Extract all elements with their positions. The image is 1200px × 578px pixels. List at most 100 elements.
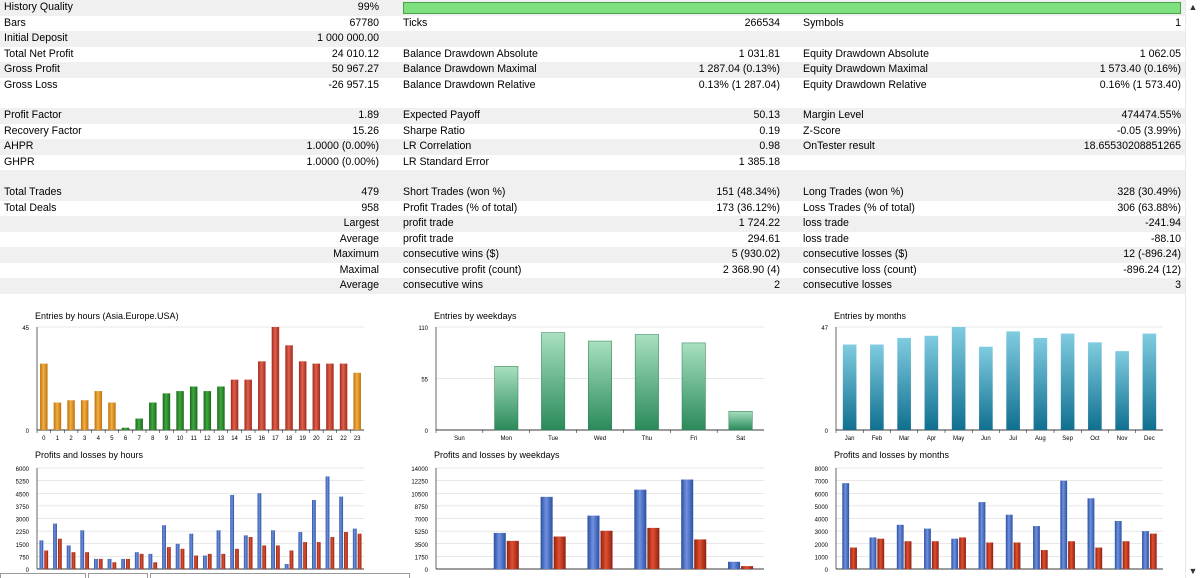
tab[interactable] [88,573,148,578]
row-label: GHPR [4,155,35,168]
profit-bar [202,555,207,569]
loss-bar [1013,542,1021,569]
row-value: 1 031.81 [738,47,780,60]
profit-bar [121,558,126,569]
profit-bar [162,525,166,569]
profit-bar [587,515,600,569]
row-label: Equity Drawdown Relative [803,78,927,91]
row-value: 1 573.40 (0.16%) [1099,63,1181,75]
loss-bar [647,527,660,569]
y-tick-label: 10500 [411,492,428,498]
x-tick-label: 4 [97,436,101,442]
loss-bar [139,553,144,569]
spacer-row [0,93,1185,108]
stats-row: AHPR 1.0000 (0.00%) LR Correlation 0.98 OnTe… [0,139,1185,155]
x-tick-label: Jan [845,436,855,442]
stats-row: Largest profit trade 1 724.22 loss trade -24… [0,216,1185,232]
profit-bar [842,483,850,569]
x-tick-label: 1 [56,436,60,442]
bar [541,332,566,431]
row-label: AHPR [4,140,34,152]
profit-bar [1060,480,1068,569]
stats-row: Total Net Profit 24 010.12 Balance Drawdow… [0,47,1185,63]
row-label: Profit Trades (% of total) [403,201,518,214]
row-value: -26 957.15 [328,78,379,91]
x-tick-label: Sep [1062,436,1073,442]
chart-title: Entries by hours (Asia.Europe.USA) [35,311,179,321]
profit-bar [230,494,235,569]
row-value: 328 (30.49%) [1117,186,1181,198]
row-label: consecutive losses [803,279,892,291]
profit-bar [924,528,931,569]
scroll-up-icon[interactable]: ▲ [1188,2,1198,12]
row-value: 173 (36.12%) [716,201,780,214]
x-tick-label: Jun [981,436,991,442]
y-tick-label: 0 [825,568,829,574]
stats-row: Profit Factor 1.89 Expected Payoff 50.13 Mar… [0,108,1185,124]
row-label: Loss Trades (% of total) [803,201,915,214]
chart-title: Profits and losses by months [834,450,950,460]
x-tick-label: Nov [1117,436,1128,442]
stats-row: Total Trades 479 Short Trades (won %) 151 (… [0,185,1185,201]
stats-row: Bars 67780 Ticks 266534 Symbols 1 [0,16,1185,32]
loss-bar [262,545,267,569]
profit-bar [951,538,959,569]
chart-title: Entries by months [834,311,907,321]
scroll-down-icon[interactable]: ▼ [1188,566,1198,576]
row-value: 3 [1175,279,1181,291]
profit-bar [869,537,877,569]
profit-bar [311,499,316,569]
vertical-scrollbar[interactable]: ▲ ▼ [1185,0,1200,578]
profit-bar [493,532,506,569]
row-value: 1 724.22 [738,217,780,229]
x-tick-label: 11 [191,436,198,442]
row-value: 1.0000 (0.00%) [306,140,379,152]
tab[interactable] [150,573,410,578]
stats-row: Average consecutive wins 2 consecutive loss… [0,278,1185,294]
bar [149,402,157,430]
profit-bar [1114,521,1122,569]
history-quality-row: History Quality 99% [0,0,1185,16]
bar [258,361,266,430]
profit-bar [80,530,85,569]
x-tick-label: 8 [151,436,155,442]
history-quality-label: History Quality [4,1,73,13]
bar [842,344,857,430]
profit-bar [175,543,180,569]
x-tick-label: 6 [124,436,128,442]
loss-bar [344,531,348,569]
bar [870,344,884,430]
bar [80,400,89,430]
x-tick-label: Mar [899,436,909,442]
bar [217,386,225,430]
profit-bar [271,530,275,569]
x-tick-label: 2 [69,436,73,442]
loss-bar [959,537,966,569]
row-label: profit trade [403,217,454,229]
row-value: 2 [774,279,780,291]
row-value: 2 368.90 (4) [722,263,780,276]
tab[interactable] [0,573,86,578]
row-label: Margin Level [803,109,864,121]
row-value: 50 967.27 [331,63,379,75]
loss-bar [357,533,362,569]
bar [634,334,659,431]
row-value: 1 385.18 [738,155,780,168]
loss-bar [221,553,226,569]
row-value: 294.61 [747,232,780,245]
row-label: OnTester result [803,140,875,152]
x-tick-label: Mon [500,436,512,442]
y-tick-label: 47 [821,326,828,332]
loss-bar [98,558,103,569]
loss-bar [600,530,613,569]
row-label: loss trade [803,232,849,245]
x-tick-label: 3 [83,436,87,442]
bar [244,379,252,430]
loss-bar [166,547,171,569]
x-tick-label: 23 [354,436,361,442]
profit-bar [39,540,44,569]
row-label: Long Trades (won %) [803,186,904,198]
row-value [981,155,1181,171]
bar [40,363,48,430]
bar [951,327,966,430]
